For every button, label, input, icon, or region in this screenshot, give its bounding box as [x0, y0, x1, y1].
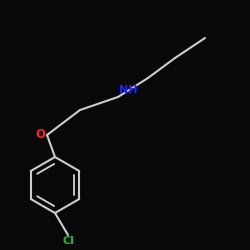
- Text: Cl: Cl: [62, 236, 74, 246]
- Text: O: O: [35, 128, 45, 140]
- Text: NH: NH: [119, 85, 138, 95]
